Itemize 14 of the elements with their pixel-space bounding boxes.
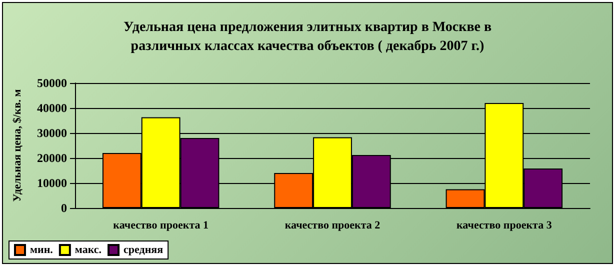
y-tick-label: 20000 [37,151,67,165]
y-tick-label: 10000 [37,176,67,190]
legend-label: средняя [124,244,164,256]
y-tick-label: 50000 [37,76,67,90]
y-tick-label: 30000 [37,126,67,140]
chart-title: Удельная цена предложения элитных квартир в Москве в различных классах качества объектов ( декабрь 2007 г.) [123,20,492,54]
x-tick-label: качество проекта 2 [284,220,381,232]
y-tick-label: 0 [61,201,67,215]
x-tick-label: качество проекта 1 [113,220,208,232]
y-axis-title: Удельная цена, $/кв. м [12,88,24,202]
legend-label: мин. [30,244,54,256]
legend-label: макс. [74,244,102,256]
x-tick-label: качество проекта 3 [456,220,552,232]
y-tick-label: 40000 [37,101,67,115]
